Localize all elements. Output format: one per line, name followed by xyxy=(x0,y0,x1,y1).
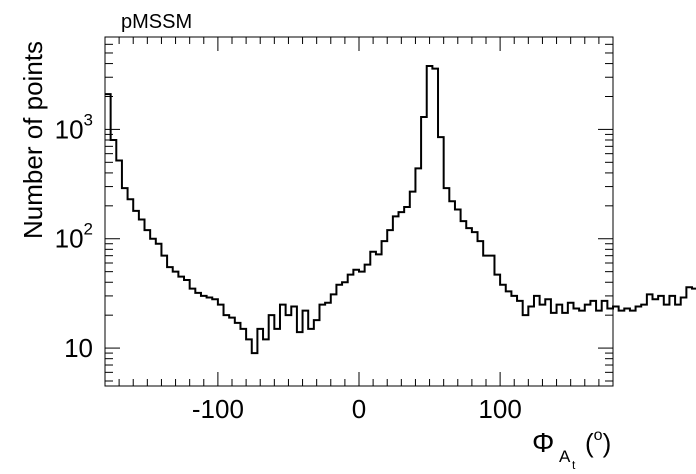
x-tick-label: 100 xyxy=(478,394,521,424)
y-tick-label: 102 xyxy=(55,220,93,254)
axis-ticks xyxy=(104,36,614,386)
y-tick-labels: 10 102 103 xyxy=(55,110,93,363)
plot-frame xyxy=(104,36,614,387)
x-axis-label: Φ A t (o) xyxy=(532,427,611,472)
y-axis-label: Number of points xyxy=(18,41,48,239)
x-tick-label: 0 xyxy=(352,394,366,424)
x-tick-labels: -100 0 100 xyxy=(192,394,522,424)
y-tick-label: 103 xyxy=(55,110,93,144)
histogram-series xyxy=(105,65,696,355)
x-axis-label-subsubscript: t xyxy=(572,458,576,472)
x-tick-label: -100 xyxy=(192,394,244,424)
x-axis-label-subscript: A xyxy=(559,447,571,466)
x-axis-label-symbol: Φ xyxy=(532,427,554,458)
chart-title: pMSSM xyxy=(121,11,192,33)
y-tick-label: 10 xyxy=(64,333,93,363)
x-axis-unit: (o) xyxy=(585,427,611,458)
